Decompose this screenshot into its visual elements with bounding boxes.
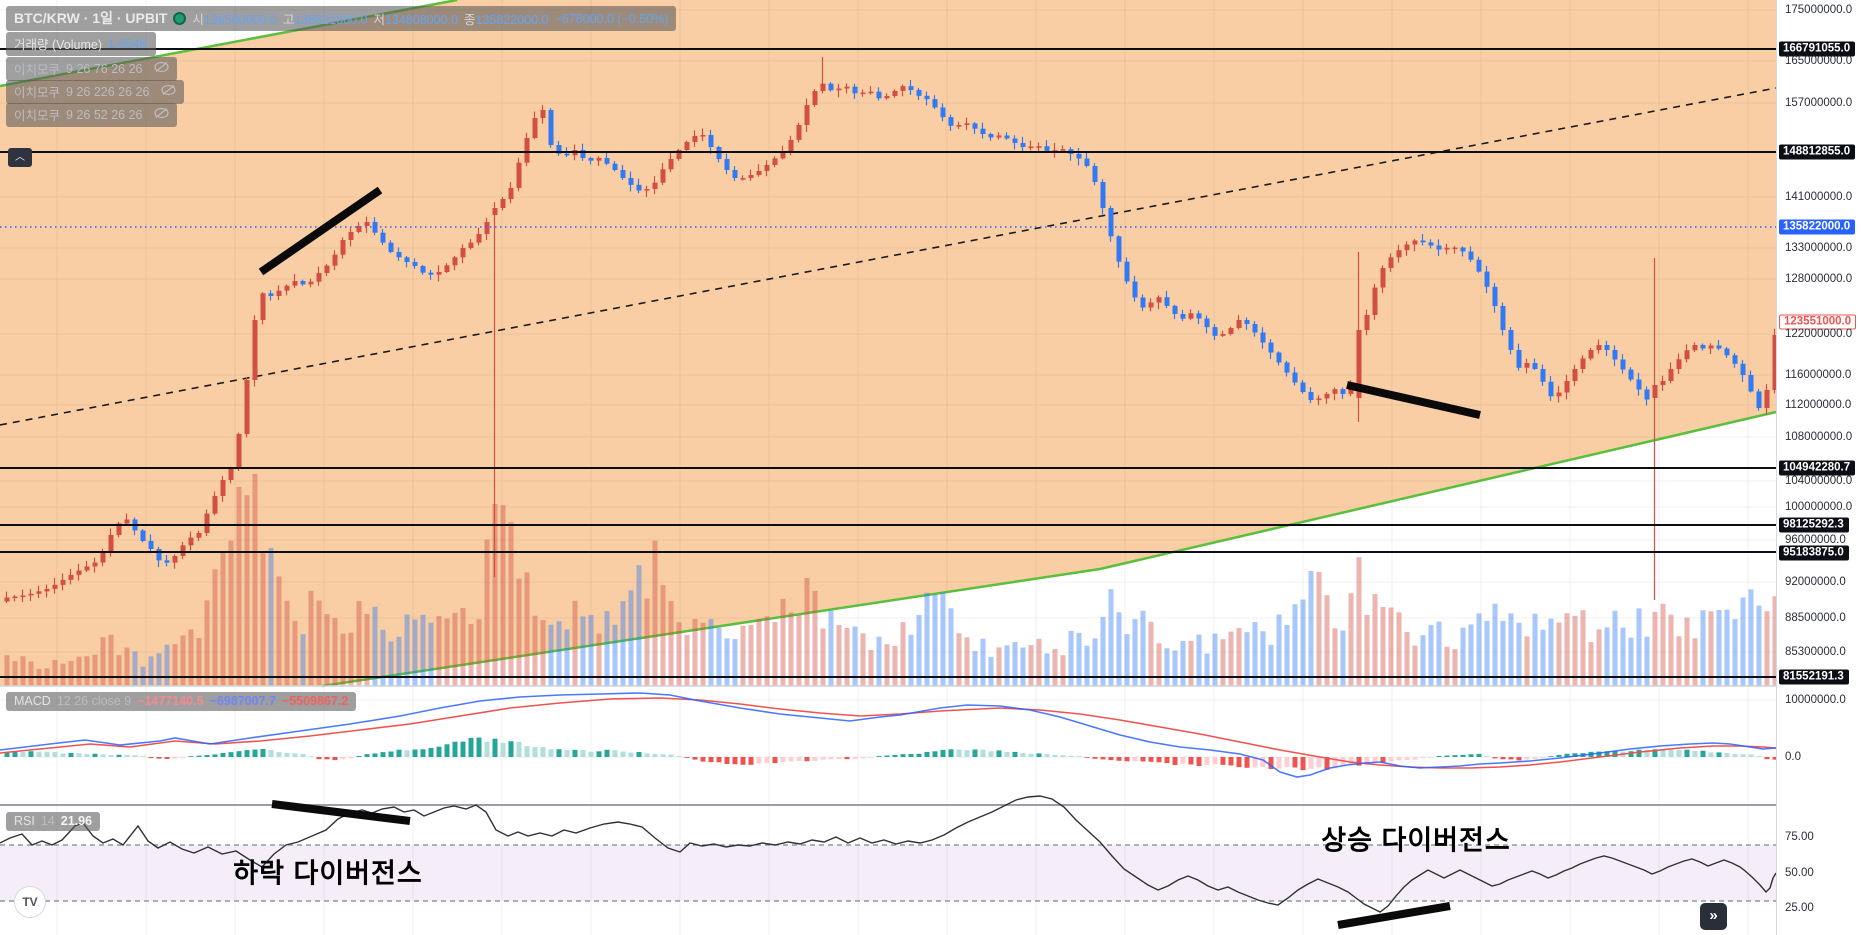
macd-signal-value: −5509867.2: [281, 694, 349, 708]
divergence-trendline: [271, 800, 411, 825]
axis-price-badge: 166791055.0: [1779, 41, 1856, 57]
rsi-value: 21.96: [60, 814, 93, 828]
indicator-name: 이치모쿠: [14, 86, 61, 100]
macd-histogram: [4, 737, 1778, 771]
axis-price-label: 157000000.0: [1785, 97, 1853, 109]
candlesticks: [4, 57, 1778, 604]
open-value: 136500000.0: [203, 12, 277, 27]
high-value: 138621000.0: [294, 12, 368, 27]
eye-off-icon[interactable]: [161, 84, 177, 99]
axis-price-label: 165000000.0: [1785, 55, 1853, 67]
indicator-legend-ichimoku-1[interactable]: 이치모쿠 9 26 76 26 26: [6, 57, 178, 81]
axis-price-label: 88500000.0: [1785, 612, 1846, 624]
axis-price-label: 112000000.0: [1785, 399, 1852, 411]
chevron-up-icon: ︿: [15, 151, 25, 163]
indicator-name: 이치모쿠: [14, 109, 61, 123]
volume-label: 거래량 (Volume): [14, 38, 102, 52]
axis-price-label: 108000000.0: [1785, 431, 1853, 443]
axis-price-label: 85300000.0: [1785, 646, 1846, 658]
symbol-title: BTC/KRW · 1일 · UPBIT: [14, 10, 168, 26]
indicator-legend-ichimoku-3[interactable]: 이치모쿠 9 26 52 26 26: [6, 103, 178, 127]
axis-price-badge: 123551000.0: [1779, 314, 1857, 330]
low-label: 저: [373, 12, 385, 27]
macd-params: 12 26 close 9: [56, 694, 132, 708]
axis-price-label: 10000000.0: [1785, 694, 1846, 706]
axis-price-label: 50.00: [1785, 867, 1814, 879]
macd-line-value: −6987007.7: [209, 694, 276, 708]
axis-price-label: 116000000.0: [1785, 369, 1852, 381]
axis-price-label: 104000000.0: [1785, 475, 1853, 487]
axis-price-badge: 104942280.7: [1779, 460, 1856, 476]
axis-price-label: 100000000.0: [1785, 501, 1853, 513]
bearish-divergence-annotation: 하락 다이버전스: [233, 858, 423, 889]
axis-price-label: 141000000.0: [1785, 191, 1853, 203]
divergence-trendline: [258, 186, 383, 276]
price-axis[interactable]: 175000000.0 166791055.0 165000000.0 1570000…: [1776, 0, 1861, 935]
tradingview-logo[interactable]: TV: [14, 886, 46, 918]
axis-price-label: 133000000.0: [1785, 242, 1853, 254]
macd-name: MACD: [14, 694, 51, 708]
axis-price-label: 128000000.0: [1785, 273, 1853, 285]
axis-price-label: 122000000.0: [1785, 328, 1853, 340]
axis-price-label: 175000000.0: [1785, 4, 1853, 16]
dashed-trendline: [0, 87, 1777, 426]
axis-price-label: 75.00: [1785, 831, 1814, 843]
axis-price-label: 25.00: [1785, 902, 1814, 914]
volume-legend[interactable]: 거래량 (Volume) 1.654K: [6, 32, 156, 56]
indicator-params: 9 26 76 26 26: [66, 61, 143, 76]
axis-price-badge: 98125292.3: [1779, 517, 1849, 533]
axis-price-label: 92000000.0: [1785, 576, 1846, 588]
axis-price-label: 0.0: [1785, 751, 1801, 763]
rsi-line: [0, 795, 1777, 913]
chart-canvas[interactable]: [0, 0, 1786, 935]
indicator-name: 이치모쿠: [14, 63, 61, 77]
channel-trendline: [321, 410, 1777, 688]
legend-collapse-button[interactable]: ︿: [8, 148, 32, 167]
tv-logo-glyph: TV: [22, 895, 38, 909]
divergence-trendline: [1346, 381, 1481, 419]
rsi-band: [0, 845, 1776, 901]
macd-line: [0, 692, 1777, 778]
symbol-legend[interactable]: BTC/KRW · 1일 · UPBIT 시136500000.0 고13862…: [6, 6, 677, 31]
indicator-params: 9 26 52 26 26: [66, 107, 143, 122]
open-label: 시: [192, 12, 204, 27]
rsi-name: RSI: [14, 814, 35, 828]
double-chevron-right-icon: »: [1709, 907, 1718, 924]
axis-price-badge: 148812855.0: [1779, 144, 1856, 160]
close-value: 135822000.0: [475, 12, 549, 27]
axis-price-badge: 95183875.0: [1779, 545, 1849, 561]
axis-price-badge: 81552191.3: [1779, 669, 1849, 685]
high-label: 고: [282, 12, 295, 27]
close-label: 종: [463, 12, 476, 27]
indicator-legend-ichimoku-2[interactable]: 이치모쿠 9 26 226 26 26: [6, 80, 185, 104]
change-value: −678000.0 (−0.50%): [554, 12, 669, 26]
bullish-divergence-annotation: 상승 다이버전스: [1321, 825, 1511, 856]
indicator-params: 9 26 226 26 26: [66, 84, 150, 99]
axis-price-label: 96000000.0: [1785, 534, 1846, 546]
eye-off-icon[interactable]: [154, 107, 170, 122]
volume-bars: [4, 473, 1778, 686]
axis-price-badge: 135822000.0: [1779, 219, 1856, 235]
divergence-trendline: [1337, 902, 1451, 929]
volume-value: 1.654K: [108, 36, 148, 51]
scroll-to-realtime-button[interactable]: »: [1700, 903, 1727, 930]
rsi-legend[interactable]: RSI 14 21.96: [6, 812, 101, 831]
low-value: 134808000.0: [384, 12, 458, 27]
rsi-param: 14: [40, 814, 55, 828]
market-status-icon: [173, 11, 187, 25]
macd-hist-value: −1477140.5: [137, 694, 204, 708]
eye-off-icon[interactable]: [154, 61, 170, 76]
macd-legend[interactable]: MACD 12 26 close 9 −1477140.5 −6987007.7…: [6, 692, 357, 711]
